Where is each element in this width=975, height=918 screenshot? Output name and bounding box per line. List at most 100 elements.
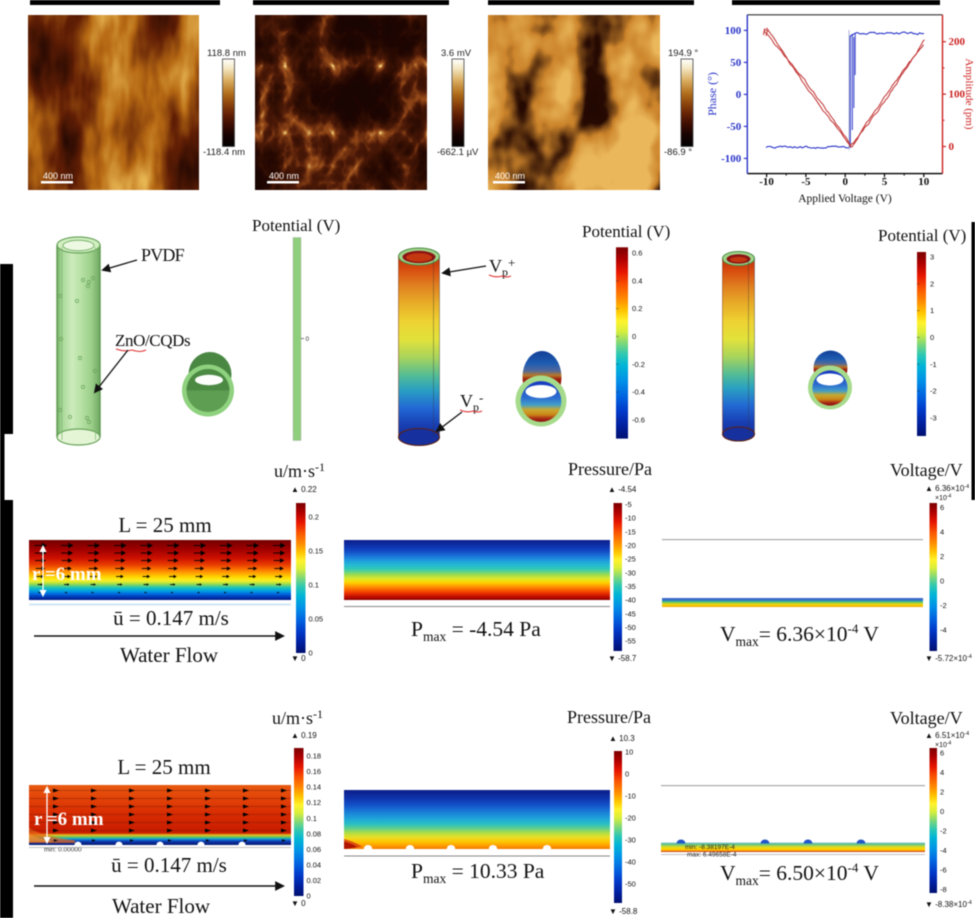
svg-text:Applied Voltage (V): Applied Voltage (V) [798,193,892,205]
svg-text:-2: -2 [940,601,947,610]
svg-text:-20: -20 [625,813,636,822]
svg-text:-10: -10 [625,514,636,523]
svg-text:0: 0 [306,336,310,343]
svg-text:118.8 nm: 118.8 nm [207,48,246,59]
svg-text:Voltage/V: Voltage/V [890,460,963,480]
svg-text:0.06: 0.06 [307,845,322,854]
svg-text:-25: -25 [625,555,636,564]
svg-text:-20: -20 [625,541,636,550]
svg-text:Pmax = 10.33 Pa: Pmax = 10.33 Pa [411,859,545,886]
svg-text:-0.2: -0.2 [632,360,645,369]
svg-text:0.04: 0.04 [307,861,322,870]
svg-text:-15: -15 [625,527,636,536]
svg-text:-2: -2 [930,387,937,396]
svg-text:Phase (°): Phase (°) [705,72,719,116]
svg-text:ū = 0.147 m/s: ū = 0.147 m/s [113,606,229,630]
svg-text:×10-4: ×10-4 [935,494,952,503]
svg-text:▼ -58.7: ▼ -58.7 [608,654,637,663]
svg-text:▼ -8.38×10-4: ▼ -8.38×10-4 [925,900,972,909]
svg-text:-0.4: -0.4 [632,388,645,397]
svg-text:10: 10 [625,747,633,756]
svg-text:0.4: 0.4 [632,276,642,285]
svg-text:50: 50 [730,57,742,69]
svg-text:▼ -58.8: ▼ -58.8 [609,907,638,916]
svg-text:200: 200 [949,36,966,48]
svg-text:1: 1 [930,306,934,315]
svg-text:ZnO/CQDs: ZnO/CQDs [115,331,190,350]
svg-text:2: 2 [930,279,934,288]
svg-text:5: 5 [882,176,888,188]
svg-text:▲ 6.51×10-4: ▲ 6.51×10-4 [925,731,969,740]
svg-text:▲ 6.36×10-4: ▲ 6.36×10-4 [925,484,969,493]
svg-text:0: 0 [632,332,636,341]
svg-text:-8: -8 [940,885,947,894]
svg-text:-5: -5 [801,176,811,188]
svg-text:2: 2 [940,788,944,797]
svg-text:3.6 mV: 3.6 mV [441,48,472,59]
svg-text:ū = 0.147 m/s: ū = 0.147 m/s [111,853,227,877]
svg-text:▼ -5.72×10-4: ▼ -5.72×10-4 [925,654,972,663]
svg-text:0.05: 0.05 [309,615,324,624]
svg-text:Voltage/V: Voltage/V [890,708,963,728]
svg-text:Water Flow: Water Flow [120,643,219,667]
svg-text:-50: -50 [727,121,742,133]
svg-text:4: 4 [940,528,944,537]
svg-text:0: 0 [940,577,944,586]
svg-text:r =6 mm: r =6 mm [34,809,104,830]
svg-text:0.2: 0.2 [309,512,319,521]
svg-text:0.1: 0.1 [307,814,317,823]
svg-text:PVDF: PVDF [141,245,185,265]
svg-text:▼ 0: ▼ 0 [291,899,306,908]
svg-text:0.2: 0.2 [632,304,642,313]
svg-text:0: 0 [949,141,955,153]
svg-text:-45: -45 [625,609,636,618]
svg-text:Vmax= 6.50×10-4 V: Vmax= 6.50×10-4 V [720,860,879,888]
svg-text:-5: -5 [625,500,632,509]
svg-text:-50: -50 [625,623,636,632]
svg-text:-4: -4 [940,846,947,855]
svg-text:0.16: 0.16 [307,767,322,776]
svg-text:100: 100 [949,89,966,101]
svg-text:0.02: 0.02 [307,876,322,885]
svg-text:-118.4 nm: -118.4 nm [203,147,245,158]
svg-text:-662.1 µV: -662.1 µV [437,147,479,158]
svg-text:100: 100 [725,25,742,37]
svg-text:-50: -50 [625,879,636,888]
svg-text:L = 25 mm: L = 25 mm [118,513,211,537]
svg-text:0: 0 [309,649,313,658]
svg-text:r =6 mm: r =6 mm [32,564,102,585]
svg-text:0.12: 0.12 [307,798,322,807]
svg-text:-10: -10 [625,791,636,800]
svg-text:-6: -6 [940,866,947,875]
svg-text:0.18: 0.18 [307,752,322,761]
svg-text:-30: -30 [625,568,636,577]
svg-text:Amplitude (pm): Amplitude (pm) [963,58,975,130]
svg-text:0.1: 0.1 [309,581,319,590]
svg-text:400 nm: 400 nm [43,171,73,181]
svg-text:0: 0 [842,176,848,188]
svg-text:400 nm: 400 nm [495,171,525,181]
svg-text:-10: -10 [759,176,774,188]
svg-text:▼ 0: ▼ 0 [291,654,306,663]
svg-text:2: 2 [940,552,944,561]
svg-text:400 nm: 400 nm [269,171,299,181]
svg-text:4: 4 [940,768,944,777]
svg-text:×10-4: ×10-4 [935,741,952,750]
svg-text:-35: -35 [625,582,636,591]
svg-text:u/m·s-1: u/m·s-1 [272,707,323,728]
svg-text:0: 0 [940,807,944,816]
svg-text:-55: -55 [625,637,636,646]
svg-text:0: 0 [736,89,742,101]
svg-text:Water Flow: Water Flow [112,894,211,918]
svg-text:0: 0 [930,333,934,342]
svg-text:Pressure/Pa: Pressure/Pa [567,707,651,727]
svg-text:min: 0.00000: min: 0.00000 [44,847,82,854]
svg-text:0.14: 0.14 [307,783,322,792]
svg-text:-1: -1 [930,360,937,369]
svg-text:-40: -40 [625,857,636,866]
svg-text:min: -8.38197E-4: min: -8.38197E-4 [685,844,735,851]
svg-text:10: 10 [918,176,930,188]
svg-text:u/m·s-1: u/m·s-1 [274,460,325,481]
svg-text:0.6: 0.6 [632,249,642,258]
svg-text:3: 3 [930,253,934,262]
